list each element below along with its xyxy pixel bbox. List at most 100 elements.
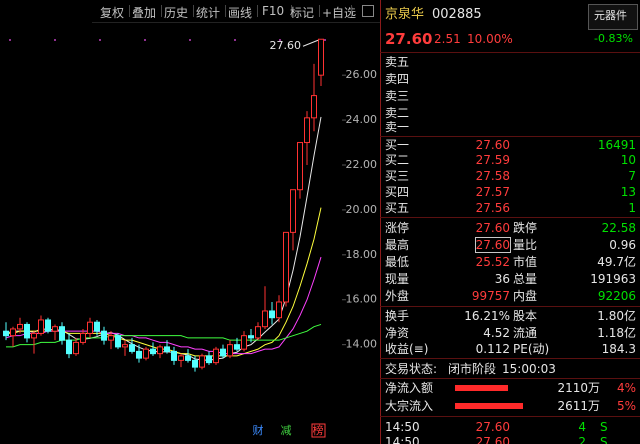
- candle-body: [192, 359, 198, 368]
- candle-body: [80, 332, 86, 343]
- finance-value: 0.112: [475, 342, 510, 356]
- separator: [380, 378, 640, 379]
- ask-label: 卖二: [385, 106, 410, 120]
- candle-body: [220, 348, 226, 357]
- candle-body: [318, 38, 324, 76]
- sector-change: -0.83%: [594, 32, 633, 45]
- marker-dot: [279, 39, 281, 41]
- y-tick-label: 18.00: [346, 248, 378, 261]
- stat-value: 27.60: [474, 237, 512, 253]
- bid-label: 买二: [385, 153, 410, 167]
- finance-value: 184.3: [601, 342, 636, 356]
- candle-body: [129, 344, 135, 352]
- flow-pct: 5%: [616, 399, 636, 413]
- event-marker: 减: [281, 424, 292, 437]
- bid-volume: 7: [628, 169, 636, 183]
- candle-body: [115, 335, 121, 348]
- separator: [380, 136, 640, 137]
- candle-body: [262, 310, 268, 328]
- toolbar-button[interactable]: 标记: [290, 6, 315, 20]
- tick-side: S: [600, 435, 608, 444]
- flow-label: 大宗流入: [385, 399, 434, 413]
- stock-code: 002885: [432, 7, 482, 22]
- candle-body: [213, 348, 219, 364]
- bid-price: 27.56: [475, 201, 510, 215]
- flow-bar: [455, 385, 508, 391]
- finance-label: 股本: [513, 309, 538, 323]
- stat-label: 现量: [385, 272, 410, 286]
- price-change-pct: 10.00%: [467, 32, 513, 46]
- stat-label: 最高: [385, 238, 410, 252]
- toolbar-icon[interactable]: [362, 5, 374, 17]
- tick-volume: 2: [578, 435, 586, 444]
- finance-value: 1.18亿: [597, 326, 636, 340]
- finance-label: 流通: [513, 326, 538, 340]
- candle-body: [304, 117, 310, 144]
- ask-label: 卖四: [385, 72, 410, 86]
- separator: [380, 306, 640, 307]
- ask-label: 卖五: [385, 55, 410, 69]
- toolbar-divider: [257, 5, 258, 17]
- toolbar-divider: [193, 5, 194, 17]
- stat-label: 总量: [513, 272, 538, 286]
- separator: [380, 52, 640, 53]
- candle-body: [276, 301, 282, 319]
- moving-average: [5, 256, 322, 355]
- toolbar-button[interactable]: 复权: [100, 6, 125, 20]
- kline-chart: 14.00 16.00 18.00 20.00 22.00 24.00 26.00 27.60…: [3, 38, 378, 438]
- toolbar-divider: [351, 5, 352, 17]
- bid-label: 买四: [385, 185, 410, 199]
- toolbar-button[interactable]: 历史: [164, 6, 189, 20]
- flow-bar: [455, 403, 523, 409]
- finance-label: PE(动): [513, 342, 550, 356]
- toolbar-button[interactable]: 画线: [228, 6, 253, 20]
- marker-box: [311, 423, 326, 438]
- bid-price: 27.57: [475, 185, 510, 199]
- candle-body: [227, 344, 233, 357]
- price-change: 2.51: [434, 32, 461, 46]
- moving-average: [6, 323, 322, 348]
- stat-value: 99757: [471, 289, 510, 303]
- finance-label: 换手: [385, 309, 410, 323]
- flow-label: 净流入额: [385, 381, 434, 395]
- stat-label: 涨停: [385, 221, 410, 235]
- tick-volume: 4: [578, 420, 586, 434]
- stat-label: 外盘: [385, 289, 410, 303]
- candle-body: [171, 350, 177, 361]
- candle-body: [297, 142, 303, 191]
- toolbar-divider: [319, 5, 320, 17]
- toolbar-button[interactable]: 叠加: [132, 6, 157, 20]
- candle-body: [157, 346, 163, 355]
- toolbar-button[interactable]: +自选: [322, 6, 357, 20]
- max-price-arrow: [302, 39, 319, 47]
- stat-value: 92206: [597, 289, 636, 303]
- bid-volume: 10: [620, 153, 636, 167]
- y-tick-label: 16.00: [346, 293, 378, 306]
- stat-value: 0.96: [609, 238, 636, 252]
- candle-body: [94, 321, 100, 332]
- ask-label: 卖三: [385, 89, 410, 103]
- candle-body: [31, 332, 37, 339]
- candle-body: [45, 319, 51, 332]
- toolbar-button[interactable]: F10: [262, 4, 285, 18]
- candle-body: [206, 355, 212, 364]
- candle-body: [59, 326, 65, 341]
- candle-body: [311, 95, 317, 119]
- candle-body: [101, 330, 107, 341]
- stat-value: 49.7亿: [597, 255, 636, 269]
- marker-dot: [144, 39, 146, 41]
- toolbar-button[interactable]: 统计: [196, 6, 221, 20]
- sector-name[interactable]: 元器件: [594, 9, 627, 22]
- stat-label: 最低: [385, 255, 410, 269]
- candle-body: [248, 335, 254, 339]
- tick-time: 14:50: [385, 420, 420, 434]
- stock-name: 京泉华: [385, 7, 425, 22]
- toolbar-divider: [291, 5, 292, 17]
- marker-dot: [324, 39, 326, 41]
- sector-button[interactable]: [588, 4, 638, 30]
- candle-body: [122, 344, 128, 348]
- candle-body: [185, 355, 191, 361]
- bid-price: 27.60: [475, 138, 510, 152]
- y-tick-label: 14.00: [346, 338, 378, 351]
